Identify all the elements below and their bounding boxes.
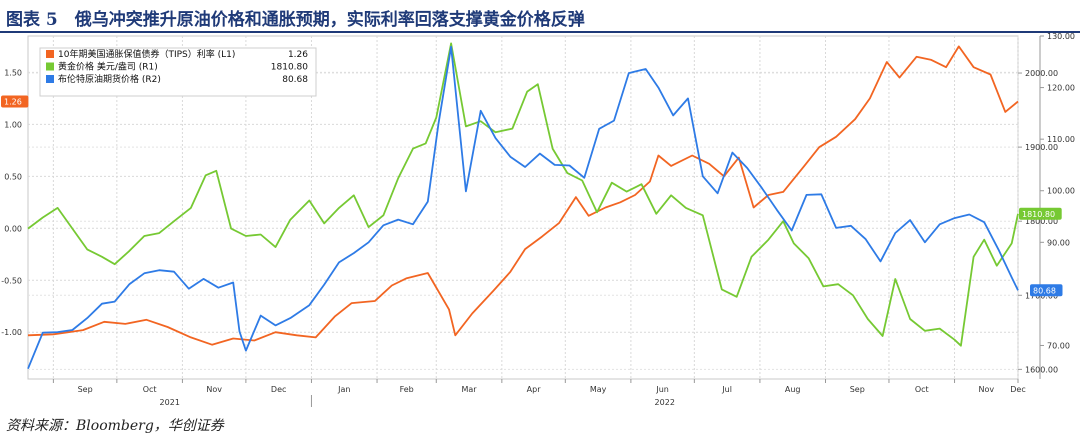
title-underline — [0, 31, 1080, 33]
y-mid-tick-label: 1800.00 — [1025, 217, 1058, 226]
legend-label-1: 10年期美国通胀保值债券（TIPS）利率 (L1) — [58, 48, 235, 60]
y-right-tick-label: 90.00 — [1047, 238, 1070, 247]
x-month-label: Dec — [1010, 385, 1025, 394]
x-month-label: Nov — [978, 385, 994, 394]
legend-label-2: 黄金价格 美元/盎司 (R1) — [58, 61, 158, 73]
legend-swatch-1 — [46, 50, 54, 58]
x-year-label: 2021 — [160, 398, 180, 407]
x-month-label: Dec — [271, 385, 286, 394]
series-line-1 — [27, 45, 1019, 346]
legend-box — [39, 47, 317, 97]
y-right-tick-label: 130.00 — [1047, 32, 1075, 41]
y-left-tick-label: 0.00 — [4, 224, 22, 233]
x-year-label: 2022 — [655, 398, 675, 407]
series-line-2 — [27, 42, 1019, 347]
x-month-label: Apr — [527, 385, 542, 394]
last-value-tag-2: 1810.80 — [1019, 207, 1062, 220]
legend-label-3: 布伦特原油期货价格 (R2) — [58, 73, 161, 85]
y-left-tick-label: -1.00 — [1, 328, 22, 337]
x-month-label: Feb — [400, 385, 414, 394]
y-right-tick-label: 70.00 — [1047, 341, 1070, 350]
x-month-label: Nov — [206, 385, 222, 394]
legend-swatch-2 — [46, 62, 54, 71]
x-month-label: Jun — [655, 385, 669, 394]
y-left-tick-label: 0.50 — [4, 172, 22, 181]
y-left-tick-label: 1.00 — [4, 120, 22, 129]
x-month-label: Jul — [721, 385, 732, 394]
x-month-label: Aug — [785, 385, 801, 394]
last-value-tag-1: 1.26 — [1, 95, 29, 108]
x-month-label: May — [590, 385, 607, 394]
last-value-text: 80.68 — [1033, 286, 1056, 295]
legend: 10年期美国通胀保值债券（TIPS）利率 (L1) 1.26 黄金价格 美元/盎司 … — [39, 47, 317, 97]
legend-swatch-3 — [46, 75, 54, 83]
legend-value-1: 1.26 — [288, 50, 308, 60]
x-month-label: Mar — [462, 385, 478, 394]
last-value-box — [1, 95, 29, 108]
x-month-label: Oct — [143, 385, 157, 394]
last-value-box — [1019, 207, 1062, 220]
y-right-tick-label: 110.00 — [1047, 135, 1075, 144]
y-right-tick-label: 120.00 — [1047, 84, 1075, 93]
axes: 1.50 1.00 0.50 0.00 -0.50 -1.00 2000.00 1900.00… — [1, 32, 1075, 407]
y-mid-tick-label: 1900.00 — [1025, 143, 1058, 152]
last-value-box — [1030, 284, 1063, 297]
series-line-3 — [27, 45, 1019, 370]
x-month-label: Sep — [78, 385, 93, 394]
source-note: 资料来源：Bloomberg，华创证券 — [6, 418, 224, 434]
y-left-tick-label: 1.50 — [4, 68, 22, 77]
y-mid-tick-label: 2000.00 — [1025, 69, 1058, 78]
last-value-text: 1810.80 — [1022, 210, 1055, 219]
last-value-text: 1.26 — [4, 97, 22, 106]
x-month-label: Sep — [850, 385, 865, 394]
y-mid-tick-label: 1600.00 — [1025, 365, 1058, 374]
series-lines — [27, 42, 1019, 370]
x-month-label: Oct — [915, 385, 929, 394]
legend-value-2: 1810.80 — [271, 63, 308, 73]
legend-value-3: 80.68 — [282, 75, 308, 85]
y-right-tick-label: 100.00 — [1047, 187, 1075, 196]
last-value-tag-3: 80.68 — [1030, 284, 1063, 297]
x-month-label: Jan — [337, 385, 350, 394]
figure-title: 图表 5 俄乌冲突推升原油价格和通胀预期，实际利率回落支撑黄金价格反弹 — [6, 10, 585, 30]
y-left-tick-label: -0.50 — [1, 276, 22, 285]
